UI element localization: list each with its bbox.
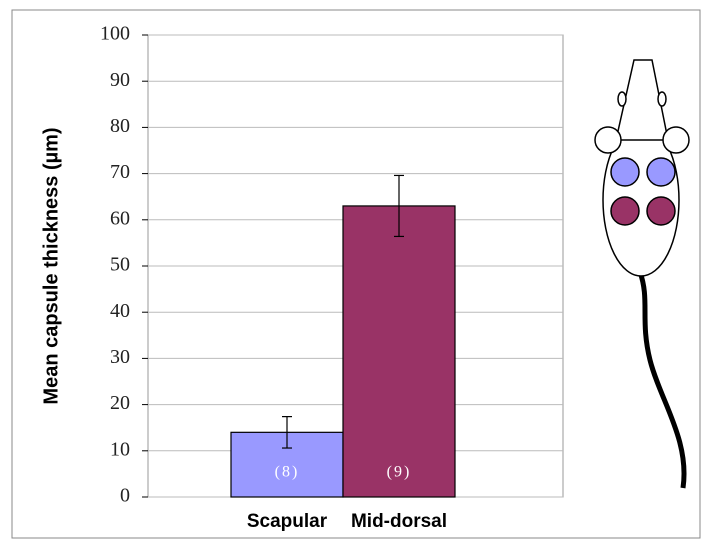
y-tick-label: 40 (110, 300, 130, 322)
y-tick-label: 80 (110, 115, 130, 137)
y-tick-label: 70 (110, 161, 130, 183)
y-tick-label: 0 (120, 485, 130, 507)
y-tick-label: 20 (110, 392, 130, 414)
y-tick-label: 10 (110, 438, 130, 460)
x-tick-label: Mid-dorsal (351, 511, 447, 532)
y-tick-label: 60 (110, 207, 130, 229)
y-tick-label: 50 (110, 254, 130, 276)
sample-size-label: (9) (387, 464, 412, 481)
x-tick-label: Scapular (247, 511, 328, 532)
bar (343, 206, 455, 497)
mouse-illustration (595, 60, 689, 488)
y-tick-label: 100 (100, 23, 130, 45)
y-tick-label: 90 (110, 69, 130, 91)
y-axis-label: Mean capsule thickness (µm) (40, 127, 62, 404)
y-tick-label: 30 (110, 346, 130, 368)
sample-size-label: (8) (275, 464, 300, 481)
chart: Mean capsule thickness (µm) 0 10 20 30 40 50 6… (0, 0, 710, 540)
